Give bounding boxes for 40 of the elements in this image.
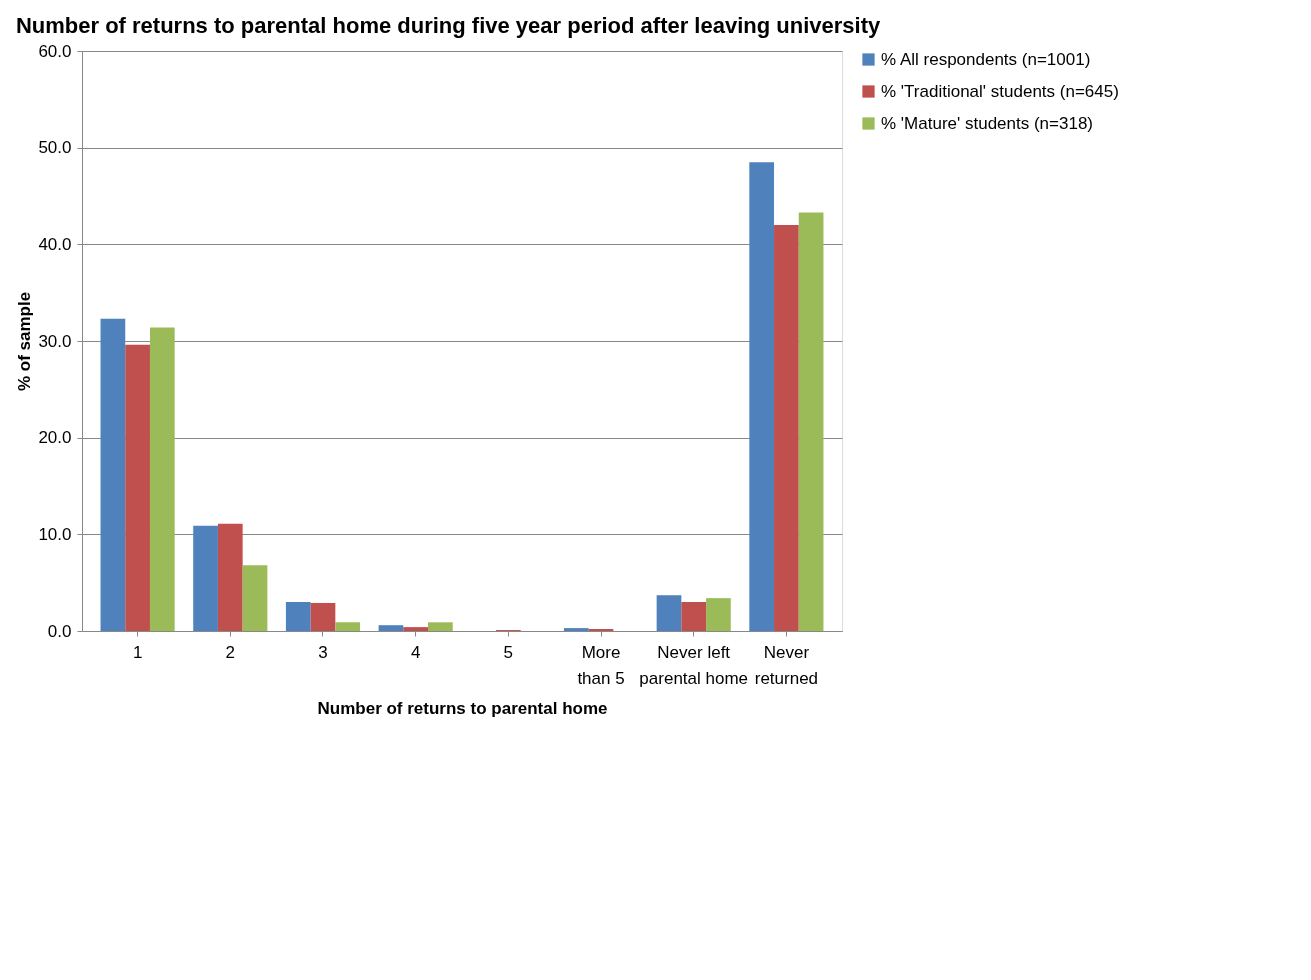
x-tick-label: Never returned: [754, 642, 819, 688]
bar: [749, 162, 775, 631]
bar: [335, 622, 361, 631]
x-tick-label: Never left parental home: [639, 642, 749, 688]
y-tick-label: 20.0: [38, 428, 72, 448]
legend-label: % 'Traditional' students (n=645): [881, 81, 1119, 101]
bar: [656, 595, 682, 631]
x-tick-label: More than 5: [577, 642, 625, 688]
bar: [125, 344, 150, 631]
x-tick-label: 2: [225, 642, 236, 662]
y-tick-label: 0.0: [47, 621, 72, 641]
bar: [193, 525, 218, 631]
bar: [310, 602, 336, 631]
bar: [681, 602, 707, 631]
bar: [706, 598, 731, 631]
y-tick-label: 50.0: [38, 138, 72, 158]
bar: [217, 523, 243, 631]
y-axis-title: % of sample: [15, 291, 35, 392]
bar: [774, 225, 799, 631]
legend-label: % All respondents (n=1001): [881, 49, 1091, 69]
bar: [563, 628, 589, 631]
bar: [285, 602, 311, 631]
bar: [403, 627, 429, 631]
x-tick-label: 5: [503, 642, 514, 662]
bar: [100, 318, 126, 631]
y-tick-label: 60.0: [38, 41, 72, 61]
y-tick-label: 10.0: [38, 524, 72, 544]
x-tick-label: 3: [318, 642, 328, 662]
bar: [242, 565, 268, 631]
y-tick-label: 40.0: [38, 234, 72, 254]
legend-label: % 'Mature' students (n=318): [881, 113, 1094, 133]
x-axis-title: Number of returns to parental home: [317, 698, 608, 718]
x-tick-label: 1: [132, 642, 143, 662]
x-tick-label: 4: [410, 642, 421, 662]
bar: [428, 622, 453, 631]
bar: [798, 212, 824, 631]
bar: [149, 327, 175, 631]
chart-title: Number of returns to parental home during five year period after leaving university: [15, 13, 881, 38]
bar: [378, 625, 404, 631]
y-tick-label: 30.0: [38, 331, 72, 351]
